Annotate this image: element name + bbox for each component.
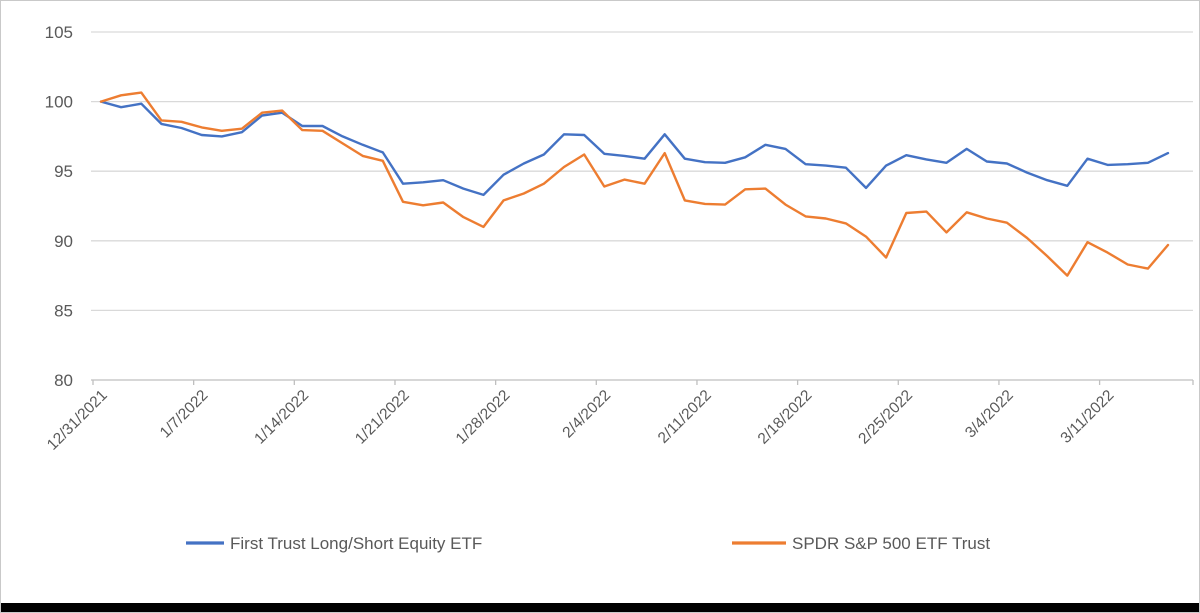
x-axis-label: 1/28/2022: [453, 387, 514, 448]
y-axis-label: 95: [54, 162, 73, 181]
x-axis-label: 2/11/2022: [655, 387, 715, 447]
x-axis-label: 2/4/2022: [559, 387, 614, 442]
x-axis-label: 2/25/2022: [855, 387, 916, 448]
etf-performance-line-chart: 105 100 95 90 85 8012/31/2021 1/7/2022 1/14/202…: [1, 1, 1199, 603]
y-axis-label: 100: [45, 93, 73, 112]
bottom-black-bar: [1, 603, 1199, 612]
x-axis-label: 3/4/2022: [962, 387, 1017, 442]
y-axis-label: 80: [54, 371, 73, 390]
series-line-spdr: [101, 93, 1168, 276]
x-axis-label: 1/14/2022: [251, 387, 312, 448]
legend-label-first-trust: First Trust Long/Short Equity ETF: [230, 534, 482, 553]
chart-card: 105 100 95 90 85 8012/31/2021 1/7/2022 1/14/202…: [0, 0, 1200, 613]
y-axis-label: 90: [54, 232, 73, 251]
x-axis-label: 3/11/2022: [1057, 387, 1117, 447]
x-axis-label: 12/31/2021: [44, 387, 111, 454]
x-axis-label: 1/21/2022: [352, 387, 413, 448]
x-axis-label: 2/18/2022: [755, 387, 816, 448]
y-axis-label: 105: [45, 23, 73, 42]
y-axis-label: 85: [54, 301, 73, 320]
x-axis-label: 1/7/2022: [157, 387, 212, 442]
legend-label-spdr: SPDR S&P 500 ETF Trust: [792, 534, 990, 553]
